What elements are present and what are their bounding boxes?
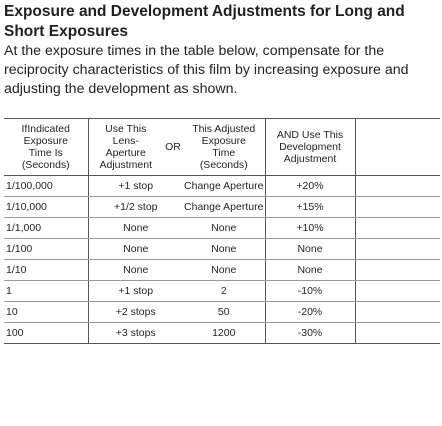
cell: 1/100,000 xyxy=(4,175,89,197)
blank-cell xyxy=(355,217,440,239)
cell: None xyxy=(183,238,266,260)
blank-header xyxy=(355,118,440,176)
cell: -10% xyxy=(265,280,356,302)
cell: 1/10,000 xyxy=(4,196,89,218)
header-line: Use This xyxy=(105,123,147,135)
cell: None xyxy=(183,259,266,281)
header-line: This Adjusted xyxy=(192,123,256,135)
cell: +20% xyxy=(265,175,356,197)
cell: -30% xyxy=(265,322,356,344)
cell: +1 stop xyxy=(88,280,183,302)
table-row: 1/10,000 +1/2 stop Change Aperture +15% xyxy=(4,196,440,218)
header-line: Adjustment xyxy=(99,159,153,171)
table-row: 10 +2 stops 50 -20% xyxy=(4,301,440,323)
cell: +2 stops xyxy=(88,301,183,323)
cell: None xyxy=(88,217,183,239)
header-line: OR xyxy=(165,141,181,153)
cell: 50 xyxy=(183,301,266,323)
cell: 1200 xyxy=(183,322,266,344)
header-line: IfIndicated xyxy=(21,123,70,135)
table: IfIndicated Exposure Time Is (Seconds) Use T… xyxy=(4,118,440,344)
header-line: Development xyxy=(279,141,341,153)
column-header: OR xyxy=(163,118,183,176)
cell: 2 xyxy=(183,280,266,302)
cell: 1/1,000 xyxy=(4,217,89,239)
blank-cell xyxy=(355,238,440,260)
cell: None xyxy=(265,238,356,260)
cell: +15% xyxy=(265,196,356,218)
cell: +10% xyxy=(265,217,356,239)
table-row: 1/10 None None None xyxy=(4,259,440,281)
intro: At the exposure times in the table below… xyxy=(4,43,409,97)
header-row: IfIndicated Exposure Time Is (Seconds) Use T… xyxy=(4,118,440,176)
blank-cell xyxy=(355,322,440,344)
table-row: 100 +3 stops 1200 -30% xyxy=(4,322,440,344)
header-line: Time Is xyxy=(28,147,63,159)
header-line: Lens- xyxy=(112,135,139,147)
blank-cell xyxy=(355,196,440,218)
cell: None xyxy=(183,217,266,239)
title: Exposure and Development Adjustments for… xyxy=(4,3,405,40)
cell: 1 xyxy=(4,280,89,302)
header-line: AND Use This xyxy=(276,129,344,141)
column-header: This Adjusted Exposure Time (Seconds) xyxy=(183,118,266,176)
cell: 100 xyxy=(4,322,89,344)
cell: 1/100 xyxy=(4,238,89,260)
table-body: 1/100,000 +1 stop Change Aperture +20% 1/10,… xyxy=(4,175,440,344)
table-row: 1/1,000 None None +10% xyxy=(4,217,440,239)
cell: None xyxy=(88,238,183,260)
header-line: Adjustment xyxy=(283,153,337,165)
blank-cell xyxy=(355,301,440,323)
cell: None xyxy=(265,259,356,281)
header-line: Aperture xyxy=(105,147,146,159)
cell: +1/2 stop xyxy=(88,196,183,218)
cell: +3 stops xyxy=(88,322,183,344)
column-header: AND Use This Development Adjustment xyxy=(265,118,356,176)
table-row: 1/100 None None None xyxy=(4,238,440,260)
blank-cell xyxy=(355,259,440,281)
header-line: (Seconds) xyxy=(199,159,248,171)
cell: None xyxy=(88,259,183,281)
cell: -20% xyxy=(265,301,356,323)
blank-cell xyxy=(355,280,440,302)
blank-cell xyxy=(355,175,440,197)
table-row: 1 +1 stop 2 -10% xyxy=(4,280,440,302)
cell: Change Aperture xyxy=(183,196,266,218)
table-row: 1/100,000 +1 stop Change Aperture +20% xyxy=(4,175,440,197)
header-line: (Seconds) xyxy=(21,159,70,171)
column-header: Use This Lens- Aperture Adjustment xyxy=(88,118,163,176)
cell: 1/10 xyxy=(4,259,89,281)
column-header: IfIndicated Exposure Time Is (Seconds) xyxy=(4,118,89,176)
header-line: Exposure xyxy=(201,135,246,147)
cell: +1 stop xyxy=(88,175,183,197)
header-line: Exposure xyxy=(23,135,68,147)
header-line: Time xyxy=(212,147,236,159)
cell: 10 xyxy=(4,301,89,323)
cell: Change Aperture xyxy=(183,175,266,197)
